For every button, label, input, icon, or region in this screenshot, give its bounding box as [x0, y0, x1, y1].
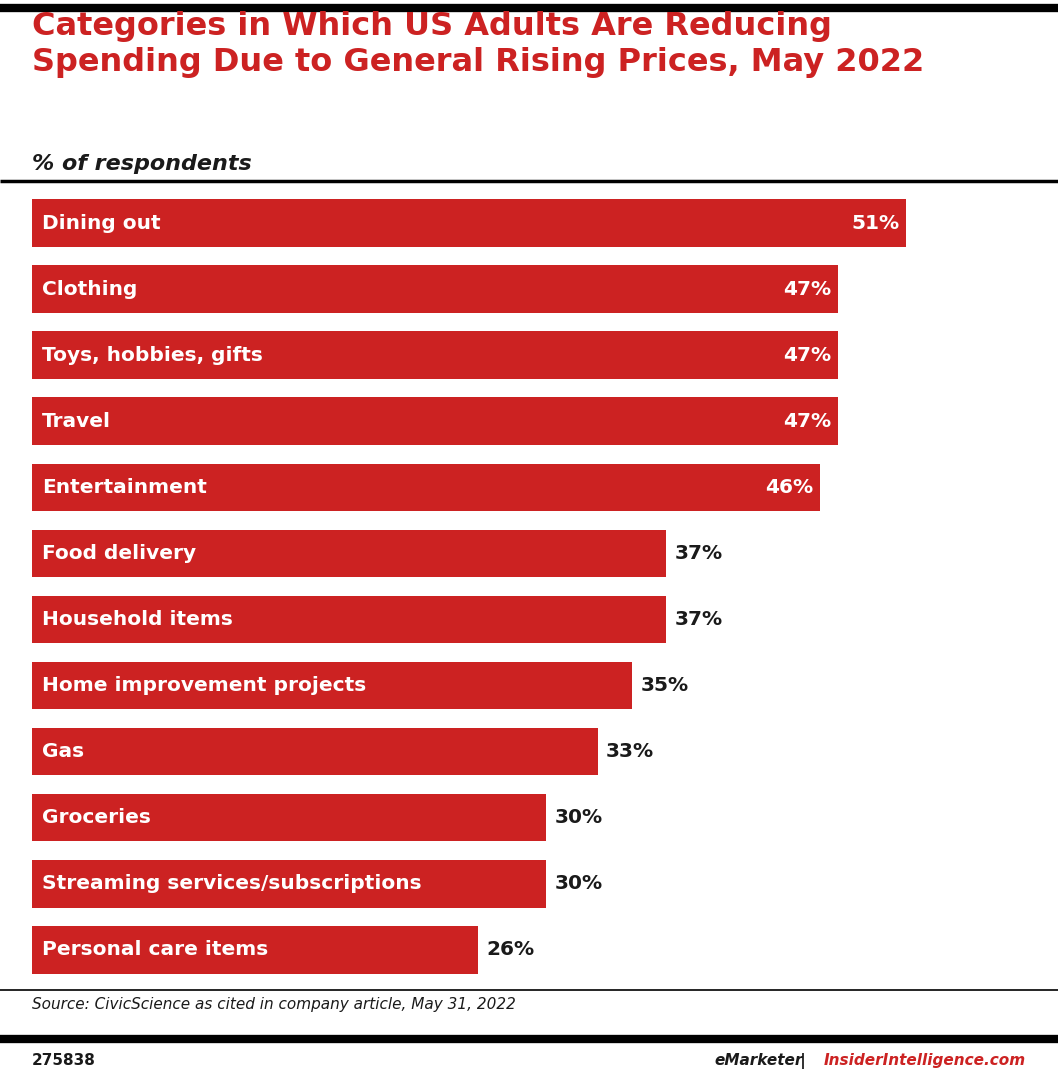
- Bar: [32, 397, 838, 445]
- Text: 35%: 35%: [640, 677, 689, 695]
- Bar: [32, 926, 477, 973]
- Bar: [32, 728, 598, 775]
- Text: Toys, hobbies, gifts: Toys, hobbies, gifts: [42, 345, 262, 365]
- Text: eMarketer: eMarketer: [714, 1053, 803, 1069]
- Text: Travel: Travel: [42, 412, 111, 431]
- Text: Personal care items: Personal care items: [42, 940, 269, 959]
- Text: Streaming services/subscriptions: Streaming services/subscriptions: [42, 874, 422, 893]
- Text: 47%: 47%: [783, 280, 831, 299]
- Text: 275838: 275838: [32, 1053, 95, 1069]
- Text: Groceries: Groceries: [42, 808, 151, 828]
- Text: Food delivery: Food delivery: [42, 544, 196, 563]
- Text: Entertainment: Entertainment: [42, 478, 207, 496]
- Bar: [32, 530, 667, 577]
- Text: Categories in Which US Adults Are Reducing
Spending Due to General Rising Prices: Categories in Which US Adults Are Reduci…: [32, 11, 924, 78]
- Bar: [32, 661, 632, 709]
- Text: Gas: Gas: [42, 742, 85, 761]
- Text: 37%: 37%: [675, 544, 723, 563]
- Text: |: |: [795, 1053, 810, 1070]
- Text: % of respondents: % of respondents: [32, 154, 252, 174]
- Text: Clothing: Clothing: [42, 280, 138, 299]
- Text: 51%: 51%: [852, 214, 899, 232]
- Bar: [32, 464, 821, 512]
- Text: 47%: 47%: [783, 345, 831, 365]
- Bar: [32, 596, 667, 643]
- Bar: [32, 200, 907, 247]
- Text: 30%: 30%: [554, 874, 603, 893]
- Bar: [32, 794, 546, 842]
- Text: InsiderIntelligence.com: InsiderIntelligence.com: [824, 1053, 1026, 1069]
- Bar: [32, 860, 546, 908]
- Text: 30%: 30%: [554, 808, 603, 828]
- Text: Source: CivicScience as cited in company article, May 31, 2022: Source: CivicScience as cited in company…: [32, 997, 515, 1012]
- Bar: [32, 265, 838, 313]
- Text: 47%: 47%: [783, 412, 831, 431]
- Text: 26%: 26%: [486, 940, 534, 959]
- Text: Dining out: Dining out: [42, 214, 161, 232]
- Bar: [32, 331, 838, 379]
- Text: Home improvement projects: Home improvement projects: [42, 677, 366, 695]
- Text: 37%: 37%: [675, 610, 723, 629]
- Text: 46%: 46%: [766, 478, 814, 496]
- Text: 33%: 33%: [606, 742, 654, 761]
- Text: Household items: Household items: [42, 610, 233, 629]
